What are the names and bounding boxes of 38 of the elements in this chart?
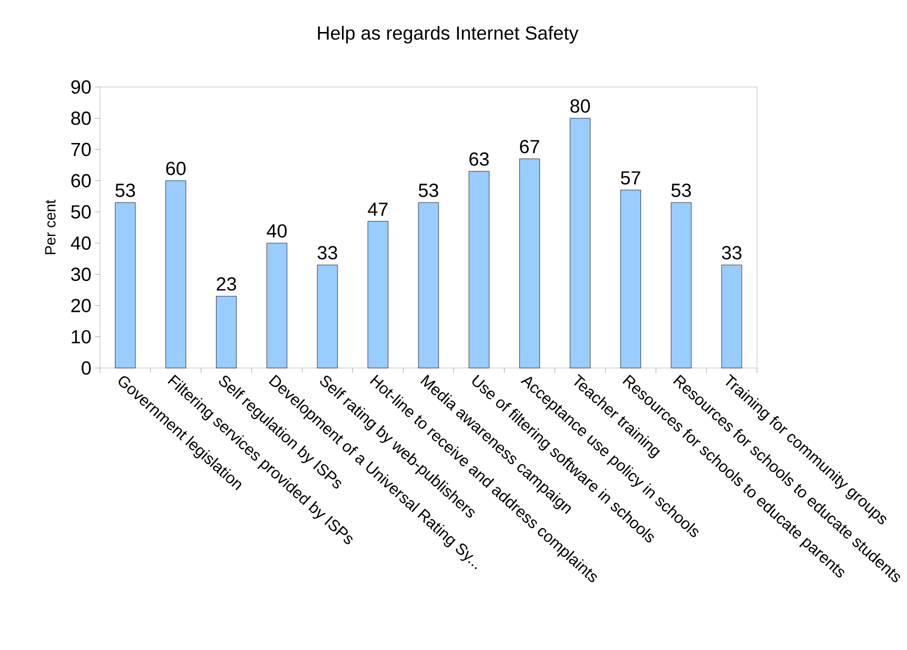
data-label: 67: [520, 140, 540, 154]
y-axis-title: Per cent: [45, 200, 56, 254]
y-tick-label: 20: [71, 298, 91, 312]
bar: [620, 190, 641, 368]
bar: [166, 180, 186, 368]
data-label: 53: [671, 184, 691, 198]
bar: [216, 296, 237, 368]
data-label: 80: [570, 99, 590, 113]
data-label: 63: [469, 152, 489, 166]
bar: [266, 242, 288, 368]
bar: [721, 264, 742, 368]
data-label: 33: [318, 246, 338, 260]
data-label: 53: [418, 184, 438, 198]
data-label: 47: [368, 202, 388, 216]
bar: [368, 221, 388, 368]
data-label: 23: [216, 277, 236, 291]
y-tick-label: 30: [71, 268, 91, 282]
bar: [670, 202, 692, 368]
chart-title: Help as regards Internet Safety: [318, 26, 578, 44]
y-tick-label: 60: [71, 174, 91, 188]
y-tick-label: 50: [71, 205, 91, 219]
y-tick-label: 10: [72, 330, 91, 344]
y-tick-label: 40: [70, 236, 91, 250]
y-tick-label: 70: [71, 142, 91, 156]
bar: [114, 202, 136, 368]
y-tick-label: 0: [82, 361, 91, 375]
bar: [519, 158, 540, 368]
bar: [317, 264, 338, 368]
data-label: 40: [266, 224, 287, 238]
data-label: 57: [620, 171, 640, 185]
data-label: 53: [115, 184, 135, 198]
bar: [418, 202, 439, 368]
y-tick-label: 90: [71, 80, 91, 94]
y-tick-label: 80: [71, 112, 91, 125]
data-label: 60: [166, 162, 186, 176]
bar: [570, 118, 590, 368]
bar: [468, 171, 490, 368]
data-label: 33: [722, 246, 742, 260]
